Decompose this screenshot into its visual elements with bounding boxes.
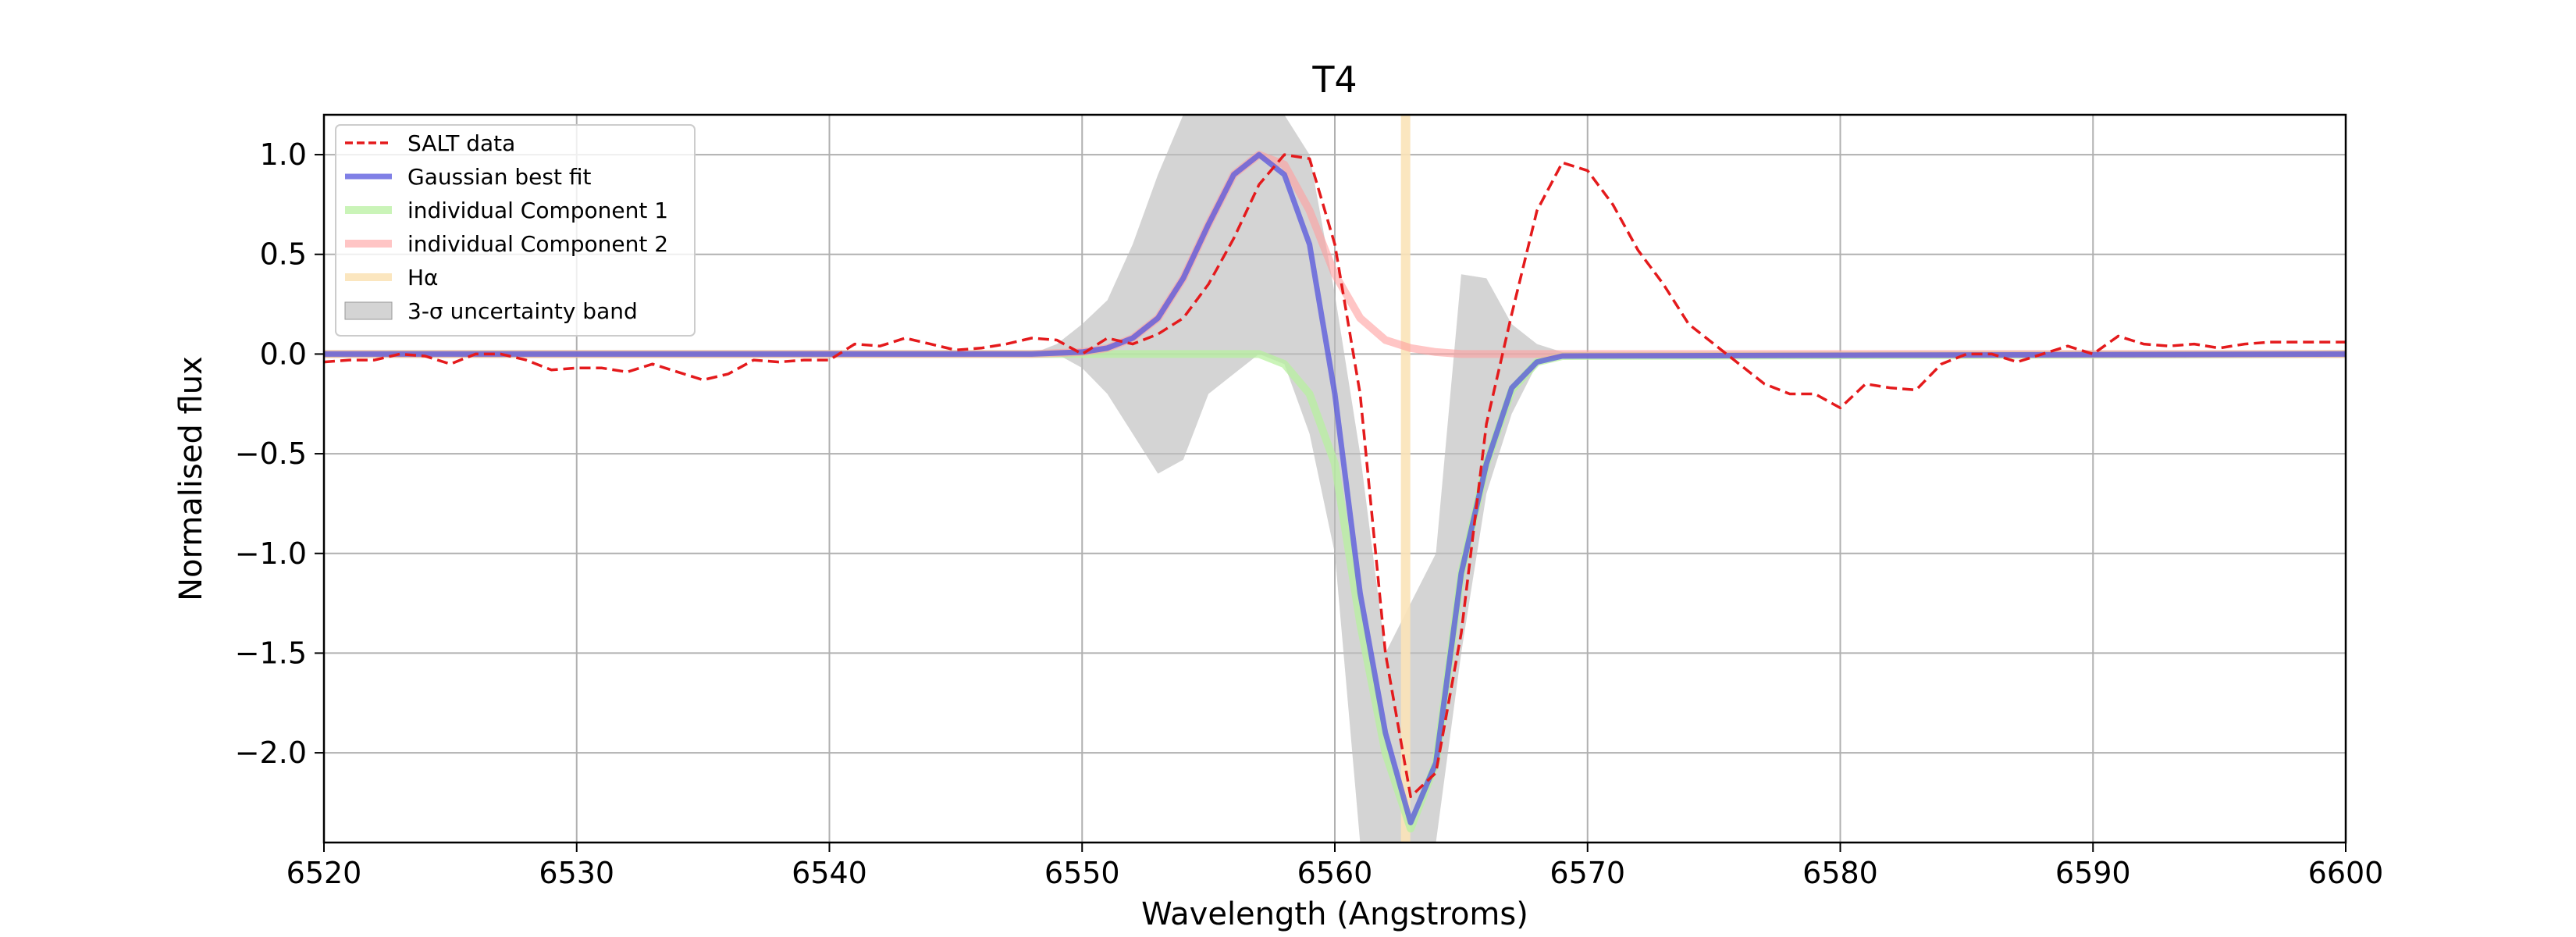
legend-box (335, 124, 696, 337)
x-tick-label: 6540 (792, 856, 867, 890)
x-tick-label: 6550 (1044, 856, 1120, 890)
y-tick-label: −2.0 (235, 736, 307, 770)
y-tick-label: 0.0 (260, 337, 307, 371)
legend: SALT data Gaussian best fit individual Com… (335, 124, 696, 337)
y-tick-label: −0.5 (235, 436, 307, 471)
chart-title: T4 (1311, 59, 1357, 101)
x-tick-label: 6570 (1550, 856, 1625, 890)
x-tick-label: 6590 (2055, 856, 2131, 890)
x-tick-label: 6600 (2308, 856, 2384, 890)
legend-label: 3-σ uncertainty band (407, 298, 638, 324)
y-tick-label: 1.0 (260, 137, 307, 172)
x-tick-label: 6520 (286, 856, 362, 890)
salt-data-line (324, 153, 2346, 799)
y-tick-label: 0.5 (260, 237, 307, 272)
legend-handle (344, 301, 393, 320)
y-axis-label: Normalised flux (173, 356, 209, 601)
legend-label: Hα (407, 265, 439, 290)
legend-label: individual Component 2 (407, 231, 668, 257)
legend-label: Gaussian best fit (407, 164, 591, 190)
x-tick-label: 6530 (539, 856, 614, 890)
gaussian-fit-line (324, 151, 2346, 825)
x-axis-label: Wavelength (Angstroms) (1141, 896, 1528, 932)
ticks: 6520 6530 6540 6550 6560 6570 6580 6590 6600 1.0 0… (235, 137, 2384, 890)
legend-label: SALT data (407, 130, 515, 156)
y-tick-label: −1.5 (235, 636, 307, 670)
x-tick-label: 6580 (1802, 856, 1878, 890)
series-layer (324, 151, 2346, 833)
y-tick-label: −1.0 (235, 536, 307, 571)
x-tick-label: 6560 (1297, 856, 1373, 890)
legend-label: individual Component 1 (407, 198, 668, 223)
